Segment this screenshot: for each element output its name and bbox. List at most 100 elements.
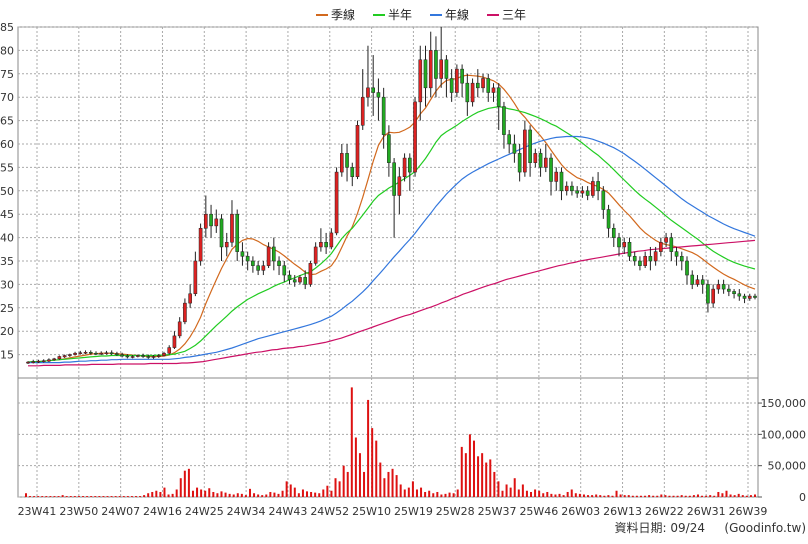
candle-body	[308, 263, 313, 285]
candle-body	[240, 251, 245, 257]
volume-bar	[411, 481, 414, 497]
volume-bar	[383, 478, 386, 497]
volume-bar	[574, 493, 577, 497]
legend: 季線 半年 年線 三年	[316, 7, 526, 22]
volume-bar	[436, 491, 439, 497]
candle-body	[585, 190, 590, 196]
volume-axis-labels: 0 50,000 100,000 150,000	[758, 397, 806, 504]
candle-body	[580, 190, 585, 194]
candle-body	[151, 356, 156, 358]
candle-body	[360, 96, 365, 126]
candle-body	[653, 251, 658, 262]
volume-bar	[248, 488, 251, 497]
volume-bar	[277, 493, 280, 497]
x-tick-label: 24W16	[143, 505, 182, 518]
price-tick-label: 80	[0, 44, 14, 57]
candle-body	[277, 260, 281, 266]
price-tick-label: 55	[0, 161, 14, 174]
volume-bar	[542, 493, 545, 497]
candle-body	[313, 246, 318, 264]
candle-body	[52, 358, 56, 361]
price-panel: 15 20 25 30 35 40 45 50 55 60 65 70 75 80 85	[0, 21, 759, 379]
candle-body	[230, 213, 234, 243]
candle-body	[266, 246, 271, 266]
volume-bar	[358, 453, 361, 497]
volume-bar	[73, 496, 76, 497]
volume-bar	[102, 496, 105, 497]
x-tick-label: 23W41	[18, 505, 57, 518]
volume-bar	[554, 494, 557, 497]
volume-bars	[25, 387, 756, 497]
candle-body	[742, 295, 747, 299]
candle-body	[109, 352, 114, 354]
volume-bar	[530, 491, 533, 497]
volume-bar	[635, 495, 638, 497]
candle-body	[355, 125, 360, 178]
volume-bar	[159, 491, 162, 497]
volume-bar	[143, 495, 146, 497]
volume-bar	[289, 484, 292, 497]
candle-body	[732, 291, 736, 295]
volume-bar	[639, 495, 642, 497]
volume-bar	[118, 496, 121, 497]
volume-bar	[672, 495, 675, 497]
candle-body	[439, 59, 443, 79]
candle-body	[83, 352, 88, 354]
volume-bar	[110, 496, 113, 497]
candle-body	[402, 157, 407, 178]
volume-bar	[497, 481, 500, 497]
volume-bar	[493, 471, 496, 497]
candle-body	[282, 265, 287, 276]
candle-body	[115, 353, 119, 355]
volume-bar	[733, 495, 736, 497]
volume-bar	[212, 491, 215, 497]
volume-bar	[688, 495, 691, 497]
volume-bar	[570, 489, 573, 497]
candle-body	[564, 185, 569, 192]
candle-body	[700, 279, 705, 285]
candle-body	[183, 302, 187, 323]
price-tick-label: 20	[0, 325, 14, 338]
candle-body	[287, 274, 292, 280]
volume-bar	[106, 496, 109, 497]
volume-bar	[660, 494, 663, 497]
volume-tick-label: 150,000	[761, 397, 807, 410]
x-tick-label: 26W22	[645, 505, 684, 518]
volume-bar	[444, 493, 447, 497]
candle-body	[125, 355, 130, 358]
price-tick-label: 70	[0, 91, 14, 104]
volume-bar	[228, 493, 231, 497]
candle-body	[350, 167, 355, 178]
volume-tick-label: 50,000	[768, 460, 807, 473]
volume-bar	[517, 489, 520, 497]
price-tick-label: 30	[0, 278, 14, 291]
volume-bar	[468, 434, 471, 497]
candle-body	[706, 284, 710, 304]
volume-bar	[558, 493, 561, 497]
volume-bar	[664, 495, 667, 497]
volume-bar	[428, 490, 431, 497]
candle-body	[298, 277, 302, 283]
volume-bar	[25, 493, 27, 497]
volume-bar	[77, 496, 80, 497]
candle-body	[617, 237, 621, 248]
candle-body	[632, 256, 637, 262]
price-tick-label: 65	[0, 115, 14, 128]
price-tick-label: 35	[0, 255, 14, 268]
candle-body	[559, 171, 564, 192]
candle-body	[167, 347, 172, 354]
candle-body	[198, 227, 203, 262]
volume-bar	[326, 485, 329, 497]
candle-body	[104, 352, 109, 354]
volume-bar	[334, 478, 337, 497]
ma-half-year-line	[27, 105, 756, 363]
volume-bar	[578, 493, 581, 497]
volume-bar	[615, 490, 618, 497]
volume-bar	[257, 494, 260, 497]
candle-body	[486, 78, 491, 93]
candle-body	[292, 279, 297, 283]
volume-bar	[318, 493, 321, 497]
candle-body	[543, 157, 548, 168]
candle-body	[418, 59, 423, 103]
